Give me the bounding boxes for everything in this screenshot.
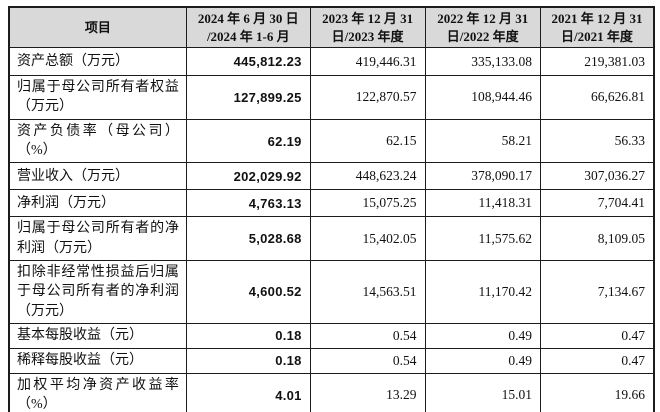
table-row-debt-ratio: 资产负债率（母公司）（%） 62.19 62.15 58.21 56.33 — [8, 118, 655, 164]
value-cell: 127,899.25 — [185, 75, 311, 120]
header-item-column: 项目 — [8, 6, 187, 49]
header-period-2024-line1: 2024 年 6 月 30 日 — [197, 11, 299, 26]
value-cell: 122,870.57 — [309, 75, 426, 120]
value-cell: 7,704.41 — [539, 189, 655, 218]
value-cell: 8,109.05 — [539, 216, 655, 261]
header-period-2022-line1: 2022 年 12 月 31 — [437, 11, 529, 26]
table-row-parent-net-profit: 归属于母公司所有者的净利润（万元） 5,028.68 15,402.05 11,… — [8, 216, 655, 261]
table-row-parent-equity: 归属于母公司所有者权益（万元） 127,899.25 122,870.57 10… — [8, 75, 655, 120]
value-cell: 15.01 — [424, 372, 541, 412]
value-cell: 0.54 — [309, 322, 426, 349]
header-period-2023-line1: 2023 年 12 月 31 — [322, 11, 414, 26]
row-item-label: 稀释每股收益（元） — [8, 347, 187, 374]
value-cell: 219,381.03 — [539, 47, 655, 77]
row-item-label: 扣除非经常性损益后归属于母公司所有者的净利润（万元） — [8, 259, 187, 324]
value-cell: 4,600.52 — [185, 259, 311, 324]
value-cell: 58.21 — [424, 118, 541, 164]
header-period-2022: 2022 年 12 月 31 日/2022 年度 — [424, 6, 541, 49]
row-item-label: 加权平均净资产收益率（%） — [8, 372, 187, 412]
header-period-2023-line2: 日/2023 年度 — [331, 28, 404, 44]
header-period-2024: 2024 年 6 月 30 日 /2024 年 1-6 月 — [185, 6, 311, 49]
value-cell: 202,029.92 — [185, 162, 311, 191]
value-cell: 15,402.05 — [309, 216, 426, 261]
table-row-weighted-roe: 加权平均净资产收益率（%） 4.01 13.29 15.01 19.66 — [8, 372, 655, 412]
value-cell: 11,170.42 — [424, 259, 541, 324]
header-row: 项目 2024 年 6 月 30 日 /2024 年 1-6 月 2023 年 … — [8, 6, 655, 49]
value-cell: 62.19 — [185, 118, 311, 164]
value-cell: 0.47 — [539, 347, 655, 374]
value-cell: 5,028.68 — [185, 216, 311, 261]
value-cell: 0.18 — [185, 347, 311, 374]
header-period-2023: 2023 年 12 月 31 日/2023 年度 — [309, 6, 426, 49]
row-item-label: 基本每股收益（元） — [8, 322, 187, 349]
value-cell: 7,134.67 — [539, 259, 655, 324]
value-cell: 13.29 — [309, 372, 426, 412]
row-item-label: 资产负债率（母公司）（%） — [8, 118, 187, 164]
value-cell: 419,446.31 — [309, 47, 426, 77]
value-cell: 445,812.23 — [185, 47, 311, 77]
value-cell: 4.01 — [185, 372, 311, 412]
table-row-net-profit-excl-nonrecurring: 扣除非经常性损益后归属于母公司所有者的净利润（万元） 4,600.52 14,5… — [8, 259, 655, 324]
header-period-2024-line2: /2024 年 1-6 月 — [206, 28, 290, 44]
table-row-basic-eps: 基本每股收益（元） 0.18 0.54 0.49 0.47 — [8, 322, 655, 349]
header-period-2021-line2: 日/2021 年度 — [561, 28, 633, 44]
value-cell: 62.15 — [309, 118, 426, 164]
table-row-total-assets: 资产总额（万元） 445,812.23 419,446.31 335,133.0… — [8, 47, 655, 77]
table-row-net-profit: 净利润（万元） 4,763.13 15,075.25 11,418.31 7,7… — [8, 189, 655, 218]
value-cell: 378,090.17 — [424, 162, 541, 191]
value-cell: 4,763.13 — [185, 189, 311, 218]
value-cell: 0.49 — [424, 347, 541, 374]
value-cell: 14,563.51 — [309, 259, 426, 324]
table-row-diluted-eps: 稀释每股收益（元） 0.18 0.54 0.49 0.47 — [8, 347, 655, 374]
table-body: 资产总额（万元） 445,812.23 419,446.31 335,133.0… — [8, 47, 655, 412]
value-cell: 0.54 — [309, 347, 426, 374]
value-cell: 0.47 — [539, 322, 655, 349]
financial-summary-table: 项目 2024 年 6 月 30 日 /2024 年 1-6 月 2023 年 … — [8, 6, 655, 412]
header-period-2022-line2: 日/2022 年度 — [446, 28, 519, 44]
value-cell: 66,626.81 — [539, 75, 655, 120]
row-item-label: 营业收入（万元） — [8, 162, 187, 191]
table-row-revenue: 营业收入（万元） 202,029.92 448,623.24 378,090.1… — [8, 162, 655, 191]
row-item-label: 归属于母公司所有者的净利润（万元） — [8, 216, 187, 261]
value-cell: 0.49 — [424, 322, 541, 349]
table-header: 项目 2024 年 6 月 30 日 /2024 年 1-6 月 2023 年 … — [8, 6, 655, 49]
row-item-label: 资产总额（万元） — [8, 47, 187, 77]
row-item-label: 净利润（万元） — [8, 189, 187, 218]
value-cell: 307,036.27 — [539, 162, 655, 191]
value-cell: 0.18 — [185, 322, 311, 349]
value-cell: 15,075.25 — [309, 189, 426, 218]
value-cell: 448,623.24 — [309, 162, 426, 191]
value-cell: 11,418.31 — [424, 189, 541, 218]
value-cell: 19.66 — [539, 372, 655, 412]
value-cell: 56.33 — [539, 118, 655, 164]
row-item-label: 归属于母公司所有者权益（万元） — [8, 75, 187, 120]
value-cell: 335,133.08 — [424, 47, 541, 77]
header-period-2021-line1: 2021 年 12 月 31 — [551, 11, 643, 26]
value-cell: 11,575.62 — [424, 216, 541, 261]
value-cell: 108,944.46 — [424, 75, 541, 120]
header-period-2021: 2021 年 12 月 31 日/2021 年度 — [539, 6, 655, 49]
